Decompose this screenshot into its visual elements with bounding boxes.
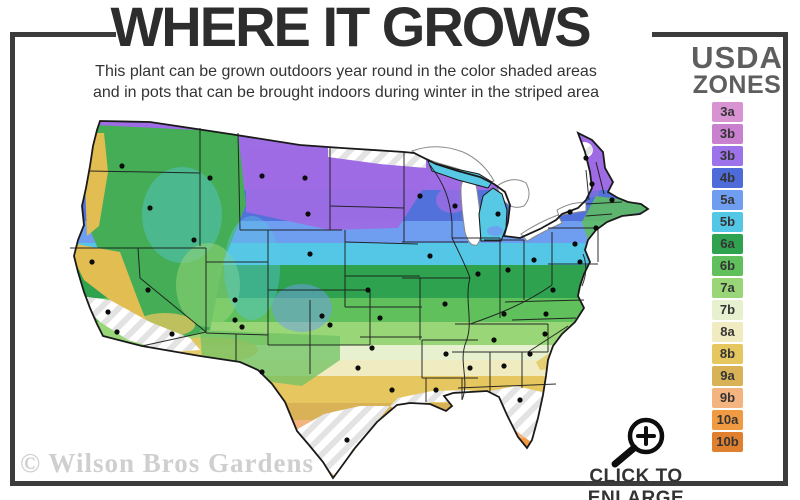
city-dot (550, 287, 555, 292)
zone-chip-8b: 8b (712, 344, 743, 364)
city-dot (344, 437, 349, 442)
city-dot (517, 397, 522, 402)
city-dot (307, 251, 312, 256)
city-dot (589, 181, 594, 186)
city-dot (467, 365, 472, 370)
zone-chip-5a: 5a (712, 190, 743, 210)
city-dot (577, 259, 582, 264)
city-dot (105, 309, 110, 314)
city-dot (501, 311, 506, 316)
city-dot (583, 155, 588, 160)
city-dot (433, 387, 438, 392)
city-dot (232, 317, 237, 322)
city-dot (501, 363, 506, 368)
zone-chip-9a: 9a (712, 366, 743, 386)
zone-chip-7a: 7a (712, 278, 743, 298)
city-dot (377, 315, 382, 320)
city-dot (319, 313, 324, 318)
city-dot (169, 331, 174, 336)
city-dot (593, 225, 598, 230)
zone-chip-3a: 3a (712, 102, 743, 122)
usda-heading-line-1: USDA (682, 42, 792, 73)
city-dot (609, 197, 614, 202)
zone-chip-6b: 6b (712, 256, 743, 276)
city-dot (452, 203, 457, 208)
city-dot (302, 175, 307, 180)
city-dot (239, 324, 244, 329)
city-dot (417, 193, 422, 198)
zone-chip-3b: 3b (712, 124, 743, 144)
zone-chip-9b: 9b (712, 388, 743, 408)
city-dot (543, 311, 548, 316)
subtitle-line-1: This plant can be grown outdoors year ro… (0, 61, 692, 82)
magnifier-plus-icon[interactable] (602, 410, 672, 472)
city-dot (232, 297, 237, 302)
subtitle-line-2: and in pots that can be brought indoors … (0, 82, 692, 103)
city-dot (491, 337, 496, 342)
city-dot (531, 257, 536, 262)
subtitle: This plant can be grown outdoors year ro… (0, 61, 692, 103)
city-dot (207, 175, 212, 180)
city-dot (527, 351, 532, 356)
city-dot (505, 267, 510, 272)
city-dot (567, 209, 572, 214)
zone-chip-3b: 3b (712, 146, 743, 166)
page-title: WHERE IT GROWS (0, 0, 700, 59)
city-dot (427, 253, 432, 258)
city-dot (114, 329, 119, 334)
city-dot (259, 369, 264, 374)
zone-legend: 3a3b3b4b5a5b6a6b7a7b8a8b9a9b10a10b (712, 102, 743, 452)
zone-chip-10b: 10b (712, 432, 743, 452)
city-dot (542, 331, 547, 336)
city-dot (147, 205, 152, 210)
city-dot (355, 365, 360, 370)
zone-chip-5b: 5b (712, 212, 743, 232)
where-it-grows-graphic: WHERE IT GROWS This plant can be grown o… (0, 0, 800, 500)
city-dot (259, 173, 264, 178)
city-dot (572, 241, 577, 246)
city-dot (495, 211, 500, 216)
city-dot (475, 271, 480, 276)
zone-chip-7b: 7b (712, 300, 743, 320)
zone-chip-6a: 6a (712, 234, 743, 254)
usda-zones-heading: USDA ZONES (682, 42, 792, 98)
zone-chip-8a: 8a (712, 322, 743, 342)
click-to-enlarge-button[interactable]: CLICK TO ENLARGE (544, 466, 728, 500)
city-dot (305, 211, 310, 216)
city-dot (89, 259, 94, 264)
watermark: © Wilson Bros Gardens (20, 448, 314, 479)
zone-chip-4b: 4b (712, 168, 743, 188)
city-dot (442, 301, 447, 306)
city-dot (389, 387, 394, 392)
usda-heading-line-2: ZONES (682, 73, 792, 98)
city-dot (365, 287, 370, 292)
city-dot (369, 345, 374, 350)
city-dot (119, 163, 124, 168)
city-dot (191, 237, 196, 242)
city-dot (145, 287, 150, 292)
city-dot (327, 322, 332, 327)
city-dot (443, 351, 448, 356)
zone-chip-10a: 10a (712, 410, 743, 430)
